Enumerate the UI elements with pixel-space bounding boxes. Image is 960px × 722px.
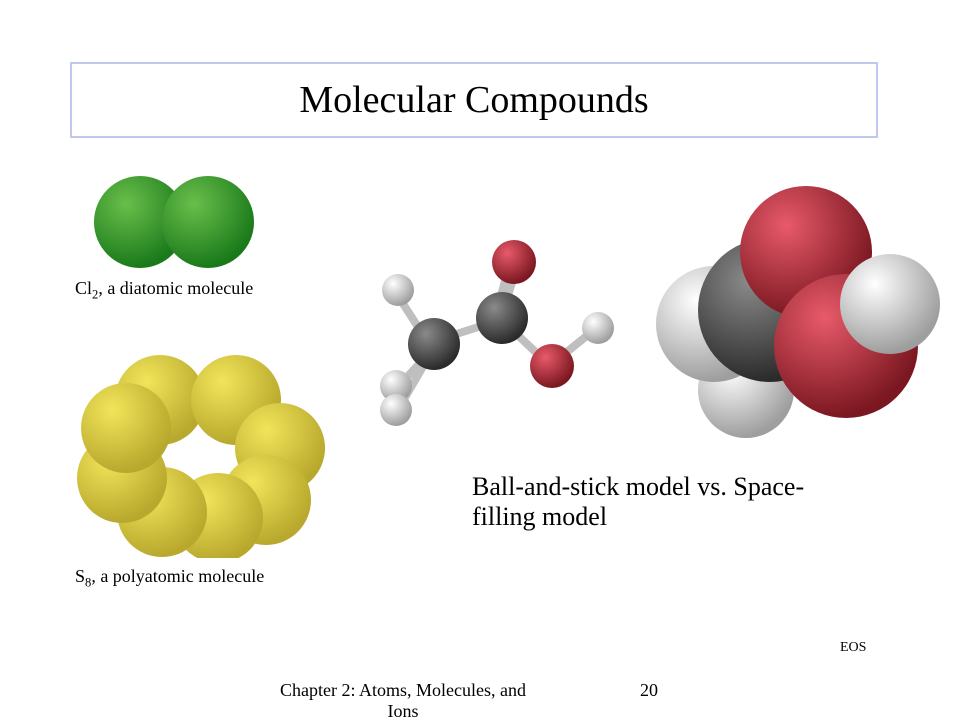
slide-title-box: Molecular Compounds [70,62,878,138]
footer-page-number: 20 [640,680,658,701]
slide-title: Molecular Compounds [299,78,648,122]
footer-chapter: Chapter 2: Atoms, Molecules, andIons [280,680,526,722]
footer-eos: EOS [840,640,866,656]
space-filling-model [640,176,940,456]
comparison-caption: Ball-and-stick model vs. Space- filling … [472,472,804,532]
cl2-molecule [80,172,270,272]
s8-label: S8, a polyatomic molecule [75,566,264,591]
ball-stick-model [338,210,638,460]
s8-molecule [70,318,330,558]
cl2-label: Cl2, a diatomic molecule [75,278,253,303]
